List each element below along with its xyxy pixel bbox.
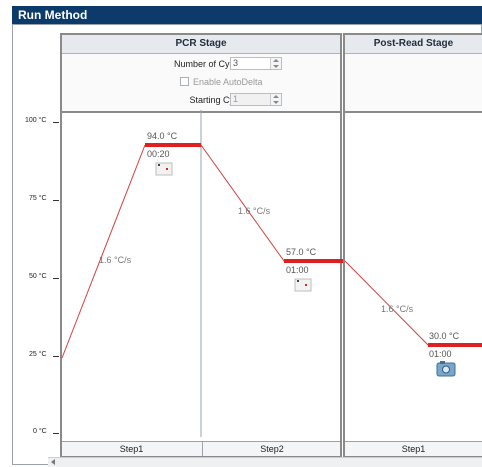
window-title: Run Method (18, 8, 88, 22)
pcr-step1-label[interactable]: Step1 (119, 444, 144, 454)
y-axis-tick (53, 278, 59, 279)
post-read-step-footer: Step1 (345, 441, 482, 456)
enable-autodelta-row: Enable AutoDelta (62, 75, 340, 89)
post-read-stage-title: Post-Read Stage (345, 35, 482, 54)
spinner-arrows-icon[interactable] (270, 58, 281, 69)
scroll-left-arrow-icon[interactable] (51, 459, 55, 465)
window-title-bar: Run Method (12, 6, 482, 24)
enable-autodelta-checkbox[interactable] (180, 77, 189, 86)
pcr-stage-properties: Number of Cycles: 3 Enable AutoDelta Sta… (62, 54, 340, 113)
pcr-stage-step-footer: Step1 Step2 (62, 441, 340, 456)
y-axis-label-0: 0 °C (33, 428, 47, 435)
y-axis-label-50: 50 °C (29, 273, 47, 280)
y-axis-label-25: 25 °C (29, 351, 47, 358)
starting-cycle-value: 1 (233, 94, 239, 104)
number-of-cycles-value: 3 (233, 58, 239, 68)
y-axis-label-100: 100 °C (25, 117, 47, 124)
run-method-panel: 100 °C 75 °C 50 °C 25 °C 0 °C PCR Stage … (12, 24, 482, 465)
y-axis-tick (53, 356, 59, 357)
pcr-stage: PCR Stage Number of Cycles: 3 Enable Aut… (60, 33, 342, 458)
post-read-step1-label[interactable]: Step1 (401, 444, 426, 454)
starting-cycle-spinner[interactable]: 1 (230, 93, 282, 106)
number-of-cycles-label: Number of Cycles: (173, 59, 248, 69)
pcr-step2-label[interactable]: Step2 (202, 442, 341, 456)
number-of-cycles-row: Number of Cycles: 3 (62, 57, 340, 71)
enable-autodelta-label: Enable AutoDelta (193, 77, 263, 87)
post-read-stage: Post-Read Stage Step1 (343, 33, 482, 458)
y-axis-label-75: 75 °C (29, 195, 47, 202)
starting-cycle-row: Starting Cycle: 1 (62, 93, 340, 107)
spinner-arrows-icon[interactable] (270, 94, 281, 105)
horizontal-scrollbar[interactable] (48, 457, 482, 467)
number-of-cycles-spinner[interactable]: 3 (230, 57, 282, 70)
y-axis-tick (53, 433, 59, 434)
post-read-stage-properties (345, 54, 482, 113)
y-axis-tick (53, 200, 59, 201)
pcr-stage-title: PCR Stage (62, 35, 340, 54)
starting-cycle-label: Starting Cycle: (189, 95, 248, 105)
y-axis-tick (53, 122, 59, 123)
